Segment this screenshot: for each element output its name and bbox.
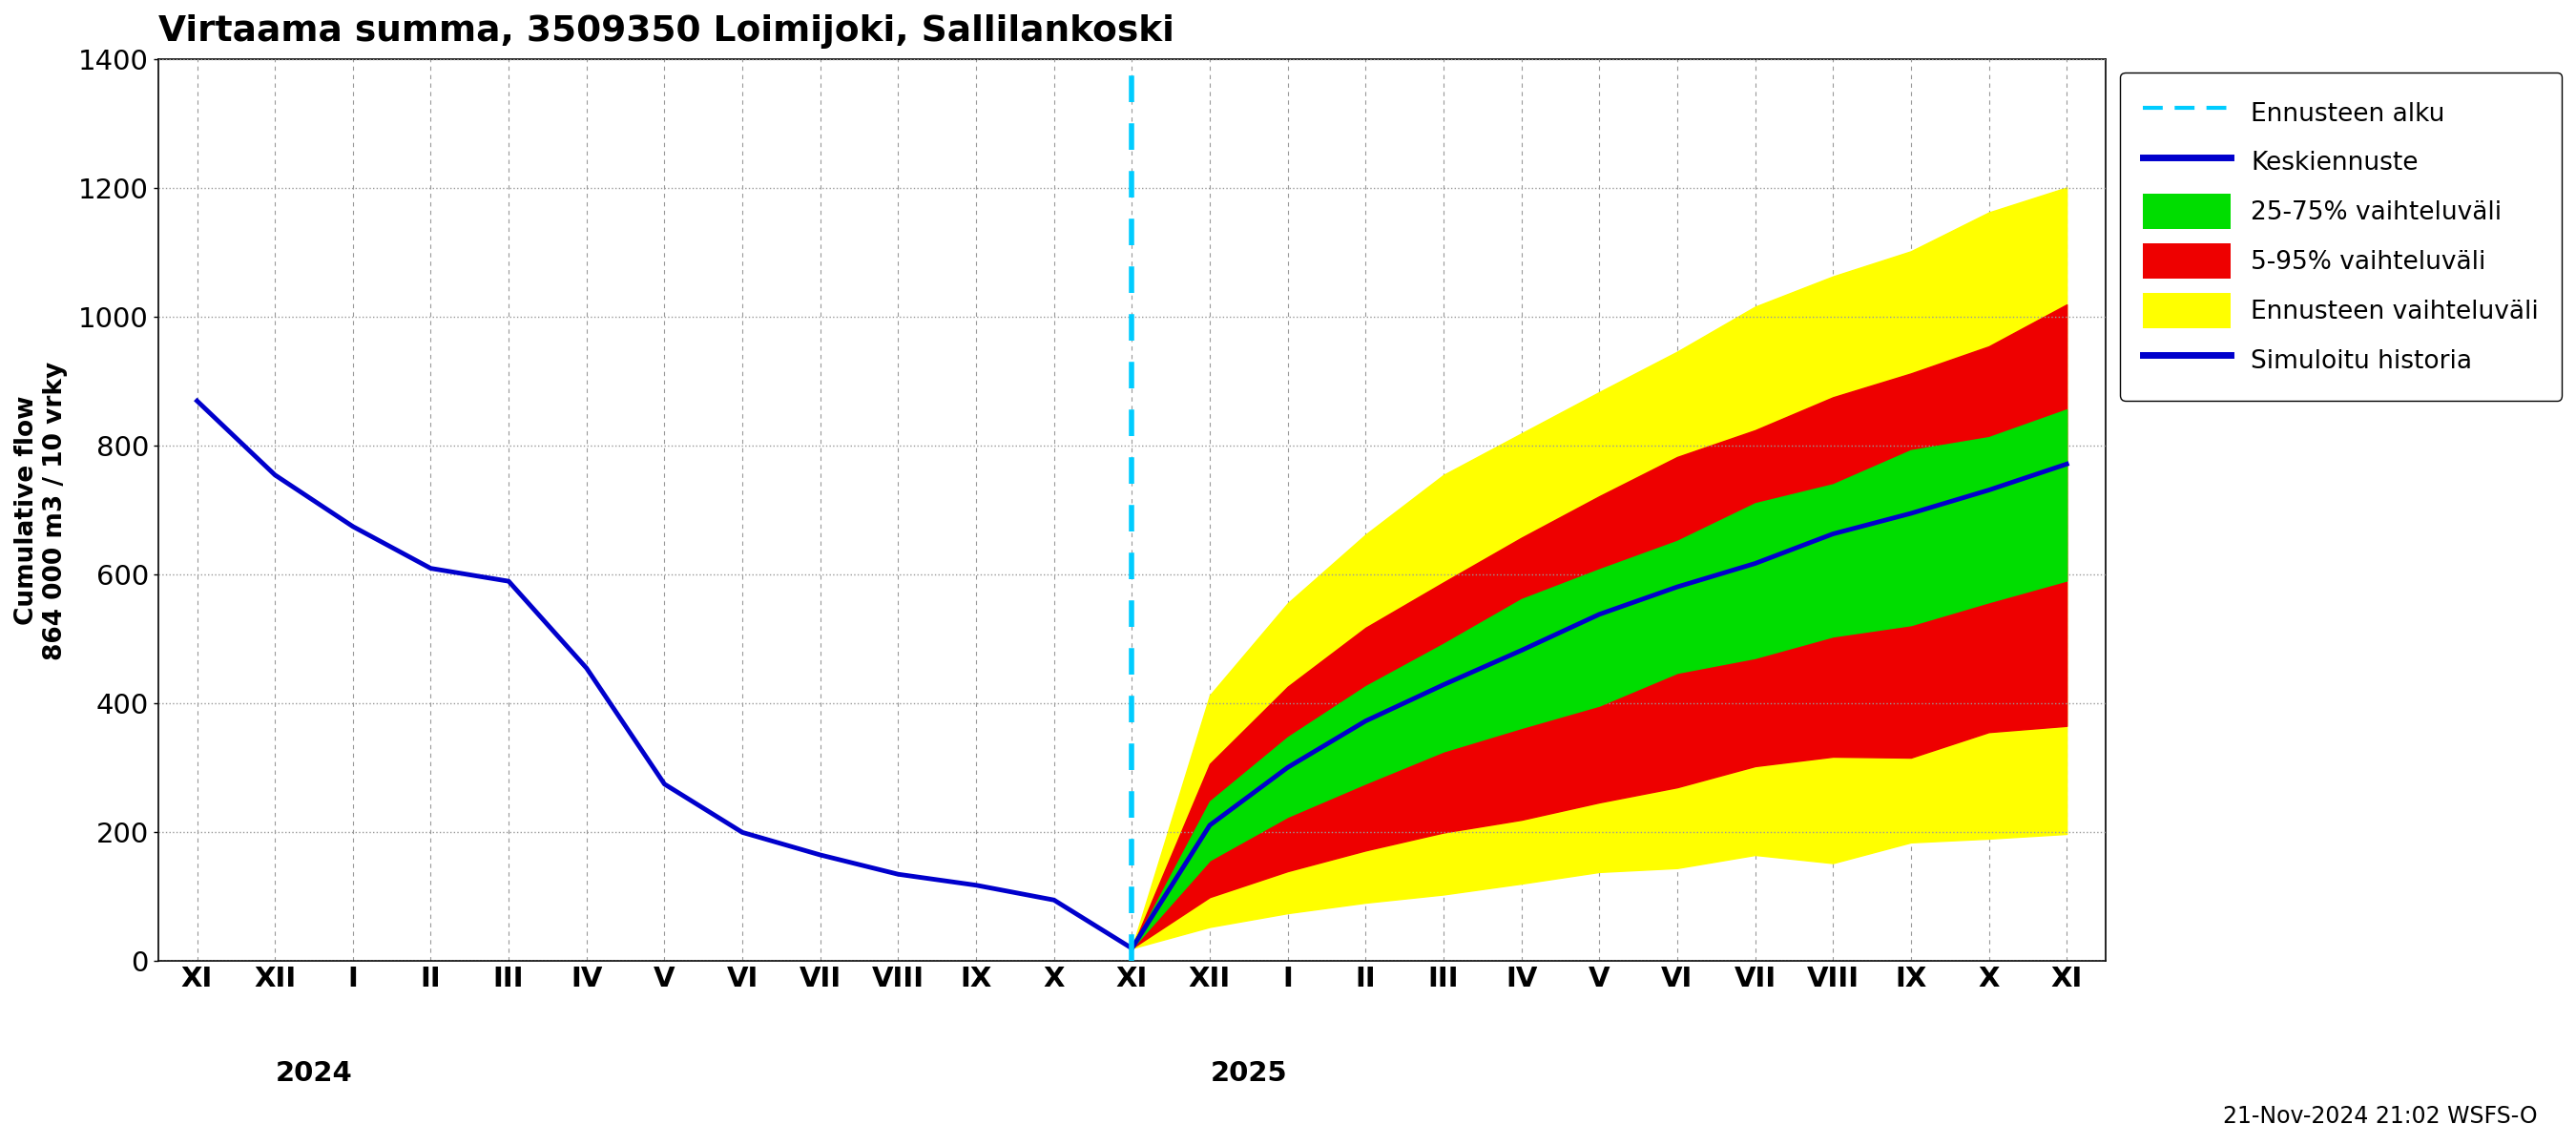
Text: Virtaama summa, 3509350 Loimijoki, Sallilankoski: Virtaama summa, 3509350 Loimijoki, Salli…: [157, 14, 1175, 48]
Legend: Ennusteen alku, Keskiennuste, 25-75% vaihteluväli, 5-95% vaihteluväli, Ennusteen: Ennusteen alku, Keskiennuste, 25-75% vai…: [2120, 72, 2561, 401]
Text: 2024: 2024: [276, 1060, 353, 1087]
Text: 21-Nov-2024 21:02 WSFS-O: 21-Nov-2024 21:02 WSFS-O: [2223, 1105, 2537, 1128]
Text: 2025: 2025: [1211, 1060, 1288, 1087]
Y-axis label: Cumulative flow
864 000 m3 / 10 vrky: Cumulative flow 864 000 m3 / 10 vrky: [15, 361, 67, 660]
